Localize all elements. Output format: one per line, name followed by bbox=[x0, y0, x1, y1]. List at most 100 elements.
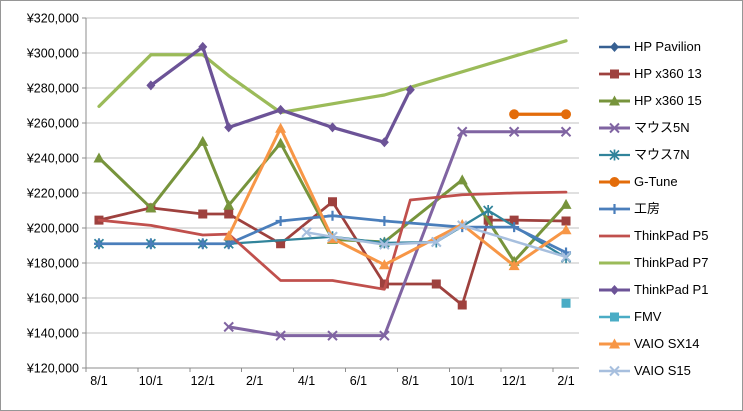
x-marker bbox=[457, 126, 468, 137]
plus-marker bbox=[509, 222, 520, 233]
y-axis-label: ¥300,000 bbox=[26, 47, 79, 61]
x-marker bbox=[609, 122, 620, 134]
triangle-marker bbox=[508, 260, 520, 271]
x-marker bbox=[560, 251, 572, 263]
triangle-marker bbox=[197, 135, 209, 146]
legend-swatch-none bbox=[599, 234, 630, 238]
plus-marker bbox=[93, 238, 104, 249]
x-axis-label: 12/1 bbox=[502, 374, 526, 388]
series-fmv bbox=[561, 298, 571, 308]
chart-legend: HP Pavilion HP x360 13 HP x360 15 マウス5N マウス7… bbox=[598, 40, 709, 378]
plus-marker bbox=[145, 238, 156, 249]
y-axis-label: ¥180,000 bbox=[26, 257, 79, 271]
diamond-marker bbox=[405, 84, 415, 95]
x-axis-label: 10/1 bbox=[139, 374, 163, 388]
diamond-marker bbox=[328, 122, 337, 133]
legend-item-hp-x360-13[interactable]: HP x360 13 bbox=[598, 66, 708, 81]
legend-label: 工房 bbox=[634, 201, 661, 216]
asterisk-marker bbox=[379, 237, 390, 249]
series-g-tune bbox=[509, 109, 572, 120]
square-marker bbox=[610, 69, 619, 79]
series-line bbox=[97, 39, 568, 115]
legend-label: HP x360 13 bbox=[634, 66, 702, 81]
series-line bbox=[97, 214, 568, 254]
x-marker bbox=[379, 330, 390, 341]
asterisk-marker bbox=[483, 205, 494, 216]
legend-item-hp-pavilion[interactable]: HP Pavilion bbox=[598, 40, 708, 53]
axis-labels: ¥120,000 ¥140,000 ¥160,000 ¥180,000 ¥200,000… bbox=[26, 12, 575, 389]
legend-label: VAIO S15 bbox=[634, 363, 691, 378]
legend-swatch-diamond bbox=[599, 285, 630, 295]
x-axis-label: 8/1 bbox=[90, 374, 107, 388]
y-axis-label: ¥160,000 bbox=[26, 292, 79, 306]
legend-item-thinkpad-p7[interactable]: ThinkPad P7 bbox=[598, 255, 709, 270]
triangle-marker bbox=[560, 198, 572, 209]
y-axis-label: ¥260,000 bbox=[26, 117, 79, 131]
legend-swatch-circle bbox=[599, 177, 630, 187]
x-axis-label: 10/1 bbox=[450, 374, 474, 388]
x-marker bbox=[508, 126, 520, 137]
legend-item-5n[interactable]: マウス5N bbox=[598, 121, 708, 134]
circle-marker bbox=[509, 109, 520, 120]
series-line bbox=[305, 224, 568, 259]
legend-item-vaio-s15[interactable]: VAIO S15 bbox=[598, 363, 708, 378]
diamond-marker bbox=[198, 41, 208, 52]
diamond-marker bbox=[610, 42, 619, 52]
axes bbox=[82, 17, 579, 372]
square-marker bbox=[276, 239, 286, 249]
square-marker bbox=[328, 197, 337, 207]
series-line bbox=[97, 190, 568, 291]
y-axis-label: ¥280,000 bbox=[26, 82, 79, 96]
legend-item-7n[interactable]: マウス7N bbox=[598, 147, 708, 162]
triangle-marker bbox=[223, 230, 235, 241]
legend-item-fmv[interactable]: FMV bbox=[598, 310, 708, 323]
x-marker bbox=[431, 236, 442, 248]
legend-item-g-tune[interactable]: G-Tune bbox=[598, 175, 708, 188]
square-marker bbox=[431, 279, 441, 289]
diamond-marker bbox=[379, 137, 389, 148]
legend-item-thinkpad-p5[interactable]: ThinkPad P5 bbox=[598, 229, 708, 242]
legend-swatch-triangle bbox=[599, 95, 630, 106]
legend-swatch-triangle bbox=[599, 338, 630, 349]
legend-label: ThinkPad P7 bbox=[634, 255, 709, 270]
legend-swatch-asterisk bbox=[599, 149, 630, 161]
plus-marker bbox=[327, 210, 338, 221]
diamond-marker bbox=[276, 104, 286, 115]
x-marker bbox=[223, 321, 234, 333]
y-axis-label: ¥240,000 bbox=[26, 152, 79, 166]
square-marker bbox=[224, 209, 234, 219]
legend-label: マウス7N bbox=[634, 147, 690, 162]
plus-marker bbox=[197, 238, 208, 249]
square-marker bbox=[610, 312, 619, 322]
series-series bbox=[93, 210, 572, 258]
circle-marker bbox=[561, 109, 572, 120]
x-marker bbox=[379, 239, 390, 250]
x-axis-label: 4/1 bbox=[298, 374, 315, 388]
triangle-marker bbox=[275, 122, 287, 133]
square-marker bbox=[509, 215, 519, 225]
plus-marker bbox=[379, 216, 390, 226]
legend-item-thinkpad-p1[interactable]: ThinkPad P1 bbox=[598, 283, 708, 296]
square-marker bbox=[198, 209, 208, 219]
x-marker bbox=[327, 231, 338, 242]
legend-swatch-diamond bbox=[599, 42, 630, 52]
series-vaio-s15 bbox=[301, 220, 572, 263]
y-axis-label: ¥120,000 bbox=[26, 362, 79, 376]
legend-label: HP x360 15 bbox=[634, 93, 702, 108]
square-marker bbox=[561, 298, 571, 308]
x-marker bbox=[275, 330, 286, 341]
legend-item-vaio-sx14[interactable]: VAIO SX14 bbox=[598, 337, 708, 350]
y-axis-label: ¥320,000 bbox=[26, 12, 79, 26]
x-axis-label: 8/1 bbox=[402, 374, 419, 388]
triangle-marker bbox=[145, 202, 157, 213]
plus-marker bbox=[223, 238, 234, 249]
triangle-marker bbox=[93, 152, 105, 163]
legend-item-hp-x360-15[interactable]: HP x360 15 bbox=[598, 93, 708, 108]
gridlines bbox=[86, 17, 579, 334]
x-axis-label: 2/1 bbox=[246, 374, 263, 388]
y-axis-label: ¥220,000 bbox=[26, 187, 79, 201]
legend-item-series[interactable]: 工房 bbox=[598, 201, 708, 216]
square-marker bbox=[457, 300, 467, 310]
triangle-marker bbox=[560, 224, 572, 235]
